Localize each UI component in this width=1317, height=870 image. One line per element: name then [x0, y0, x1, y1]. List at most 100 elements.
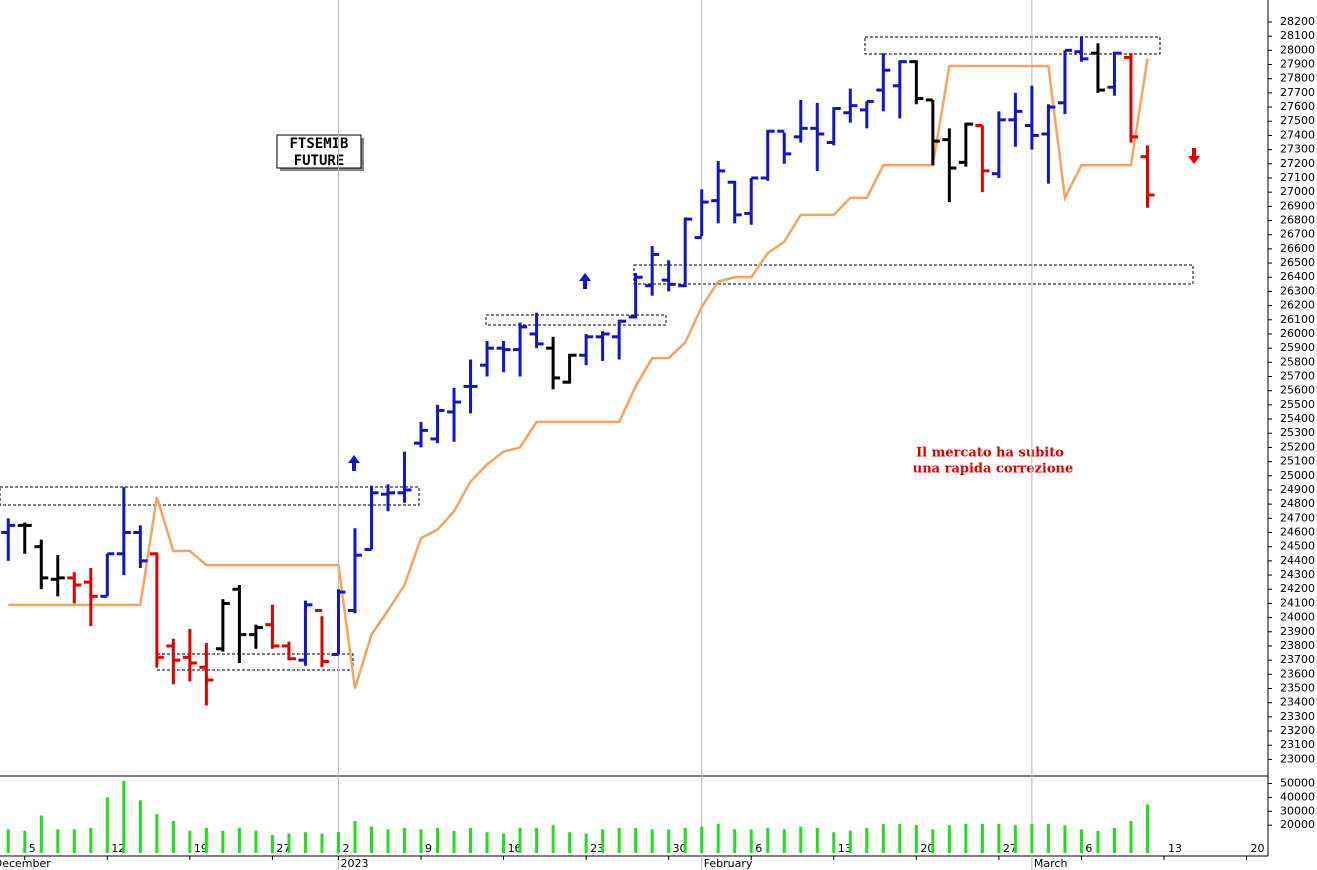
volume-bar	[1112, 827, 1116, 853]
y-tick-label: 23800	[1280, 639, 1315, 652]
resistance-zone	[485, 314, 667, 326]
y-tick-label: 23100	[1280, 738, 1315, 751]
y-tick-label: 27500	[1280, 114, 1315, 127]
y-tick-label: 26000	[1280, 327, 1315, 340]
y-tick-label: 28200	[1280, 15, 1315, 28]
volume-bar	[584, 833, 588, 853]
x-tick-label: 9	[425, 842, 432, 855]
volume-bar	[403, 827, 407, 853]
volume-bar	[650, 829, 654, 853]
volume-bar	[320, 833, 324, 853]
stop-line	[8, 58, 1149, 689]
y-tick-label: 23300	[1280, 710, 1315, 723]
volume-bar	[568, 832, 572, 853]
volume-bar	[815, 827, 819, 853]
volume-bar	[1030, 823, 1034, 853]
x-tick-label: 27	[1003, 842, 1017, 855]
y-tick-label: 27300	[1280, 143, 1315, 156]
y-tick-label: 24500	[1280, 540, 1315, 553]
volume-bar	[56, 829, 60, 853]
y-tick-label: 26300	[1280, 284, 1315, 297]
month-label: March	[1034, 857, 1068, 870]
volume-bar	[237, 827, 241, 853]
x-tick-label: 23	[590, 842, 604, 855]
y-tick-label: 25000	[1280, 469, 1315, 482]
y-tick-label: 27600	[1280, 100, 1315, 113]
y-tick-label: 25100	[1280, 455, 1315, 468]
label-line: FUTURE	[294, 153, 345, 169]
volume-bar	[502, 833, 506, 853]
volume-bar	[1145, 804, 1149, 853]
volume-bar	[535, 827, 539, 853]
volume-bar	[221, 830, 225, 853]
volume-bar	[23, 830, 27, 853]
volume-bar	[89, 827, 93, 853]
x-tick-label: 27	[276, 842, 290, 855]
volume-bar	[386, 829, 390, 853]
y-tick-label: 25500	[1280, 398, 1315, 411]
volume-bar	[881, 823, 885, 853]
y-tick-label: 25400	[1280, 412, 1315, 425]
up-arrow	[579, 273, 591, 289]
volume-bar	[122, 780, 126, 853]
note-line: una rapida correzione	[913, 462, 1073, 477]
volume-bar	[716, 823, 720, 853]
volume-bar	[353, 821, 357, 853]
volume-bar	[369, 826, 373, 853]
volume-bar	[105, 797, 109, 853]
month-label: 2023	[340, 857, 368, 870]
x-tick-label: 16	[508, 842, 522, 855]
x-tick-label: 20	[920, 842, 934, 855]
x-tick-label: 13	[1168, 842, 1182, 855]
y-tick-label: 26700	[1280, 228, 1315, 241]
volume-bar	[6, 829, 10, 853]
volume-bar	[1013, 825, 1017, 853]
volume-bar	[601, 829, 605, 853]
y-tick-label: 27900	[1280, 58, 1315, 71]
volume-bar	[667, 829, 671, 853]
y-tick-label: 26400	[1280, 270, 1315, 283]
down-arrow	[1188, 148, 1200, 164]
y-tick-label: 26500	[1280, 256, 1315, 269]
volume-bar	[931, 829, 935, 853]
volume-bar	[39, 815, 43, 853]
up-arrow	[348, 455, 360, 471]
y-tick-label: 24000	[1280, 611, 1315, 624]
y-tick-label: 24900	[1280, 483, 1315, 496]
label-line: FTSEMIB	[289, 136, 348, 152]
volume-bar	[1063, 825, 1067, 853]
volume-bar	[733, 829, 737, 853]
volume-tick-label: 30000	[1280, 804, 1315, 817]
volume-bar	[551, 825, 555, 853]
y-tick-label: 24400	[1280, 554, 1315, 567]
y-tick-label: 26100	[1280, 313, 1315, 326]
volume-bar	[700, 826, 704, 853]
volume-bar	[848, 830, 852, 853]
volume-bar	[72, 829, 76, 853]
note-line: Il mercato ha subito	[916, 446, 1064, 461]
volume-bar	[336, 832, 340, 853]
volume-bar	[898, 823, 902, 853]
y-tick-label: 23200	[1280, 724, 1315, 737]
y-tick-label: 26900	[1280, 199, 1315, 212]
y-tick-label: 25600	[1280, 384, 1315, 397]
y-tick-label: 27100	[1280, 171, 1315, 184]
x-tick-label: 30	[673, 842, 687, 855]
volume-bar	[799, 826, 803, 853]
volume-tick-label: 20000	[1280, 818, 1315, 831]
volume-bar	[865, 827, 869, 853]
volume-bar	[204, 827, 208, 853]
arrows	[348, 148, 1200, 471]
volume-bar	[634, 827, 638, 853]
x-tick-label: 12	[111, 842, 125, 855]
y-tick-label: 28000	[1280, 43, 1315, 56]
volume-bar	[980, 823, 984, 853]
x-tick-label: 5	[29, 842, 36, 855]
volume-bar	[469, 827, 473, 853]
y-tick-label: 25300	[1280, 426, 1315, 439]
y-tick-label: 25200	[1280, 440, 1315, 453]
y-tick-label: 23400	[1280, 696, 1315, 709]
volume-bar	[832, 832, 836, 853]
